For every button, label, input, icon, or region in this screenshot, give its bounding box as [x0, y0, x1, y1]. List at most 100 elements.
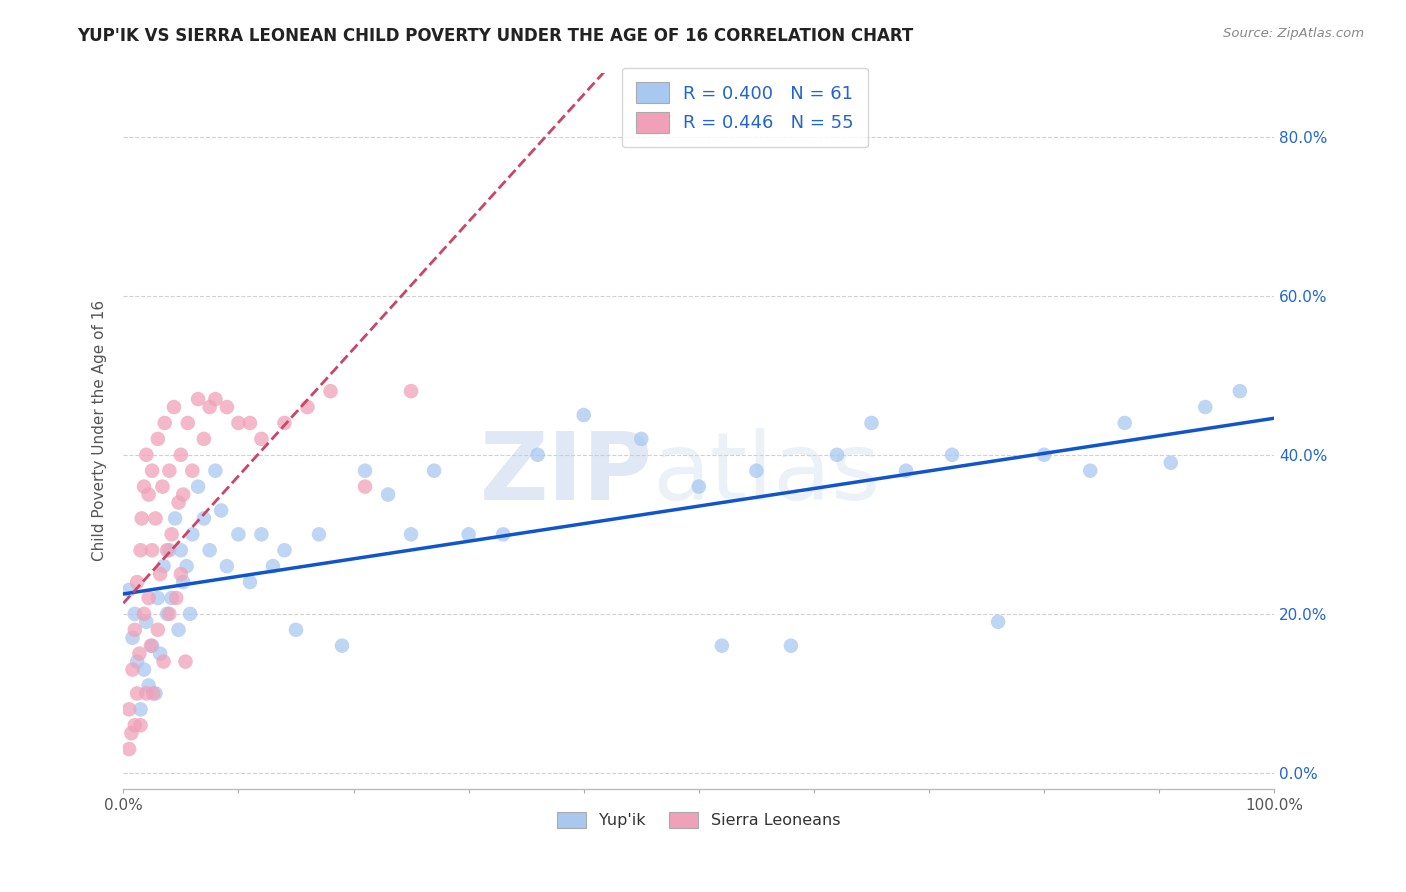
Point [156, 607, 179, 621]
Point [141, 639, 163, 653]
Point [319, 384, 342, 399]
Point [129, 718, 152, 732]
Point [165, 511, 187, 525]
Point [273, 543, 295, 558]
Point [630, 432, 652, 446]
Point [1160, 456, 1182, 470]
Point [121, 663, 143, 677]
Point [193, 511, 215, 525]
Y-axis label: Child Poverty Under the Age of 16: Child Poverty Under the Age of 16 [93, 301, 107, 561]
Point [167, 623, 190, 637]
Point [149, 647, 172, 661]
Point [172, 487, 194, 501]
Point [526, 448, 548, 462]
Point [198, 543, 221, 558]
Point [354, 480, 377, 494]
Point [176, 559, 198, 574]
Point [297, 400, 319, 414]
Point [138, 591, 160, 605]
Text: YUP'IK VS SIERRA LEONEAN CHILD POVERTY UNDER THE AGE OF 16 CORRELATION CHART: YUP'IK VS SIERRA LEONEAN CHILD POVERTY U… [77, 27, 914, 45]
Point [572, 408, 595, 422]
Point [399, 384, 422, 399]
Point [152, 480, 174, 494]
Point [228, 416, 250, 430]
Point [239, 416, 262, 430]
Point [121, 631, 143, 645]
Point [710, 639, 733, 653]
Point [1194, 400, 1216, 414]
Point [198, 400, 221, 414]
Text: atlas: atlas [652, 428, 882, 520]
Point [132, 480, 155, 494]
Point [239, 575, 262, 590]
Point [1114, 416, 1136, 430]
Point [177, 416, 200, 430]
Point [860, 416, 883, 430]
Point [399, 527, 422, 541]
Point [145, 686, 167, 700]
Point [204, 464, 226, 478]
Point [127, 686, 149, 700]
Point [146, 591, 169, 605]
Point [780, 639, 803, 653]
Point [118, 582, 141, 597]
Point [132, 607, 155, 621]
Point [142, 686, 165, 700]
Legend: Yup'ik, Sierra Leoneans: Yup'ik, Sierra Leoneans [551, 805, 846, 835]
Point [308, 527, 330, 541]
Point [153, 416, 176, 430]
Point [129, 702, 152, 716]
Point [987, 615, 1010, 629]
Point [181, 464, 204, 478]
Point [174, 655, 197, 669]
Point [377, 487, 399, 501]
Point [135, 686, 157, 700]
Point [181, 527, 204, 541]
Point [118, 702, 141, 716]
Point [124, 607, 146, 621]
Point [157, 543, 180, 558]
Point [160, 591, 183, 605]
Point [131, 511, 153, 525]
Point [170, 543, 193, 558]
Point [423, 464, 446, 478]
Point [1033, 448, 1056, 462]
Point [354, 464, 377, 478]
Point [172, 575, 194, 590]
Point [141, 464, 163, 478]
Point [149, 567, 172, 582]
Point [156, 543, 179, 558]
Point [187, 480, 209, 494]
Point [284, 623, 307, 637]
Point [941, 448, 963, 462]
Point [120, 726, 142, 740]
Point [157, 464, 180, 478]
Point [118, 742, 141, 756]
Point [250, 527, 273, 541]
Point [163, 400, 186, 414]
Point [688, 480, 710, 494]
Point [262, 559, 284, 574]
Point [129, 543, 152, 558]
Text: ZIP: ZIP [479, 428, 652, 520]
Point [152, 655, 174, 669]
Point [193, 432, 215, 446]
Point [228, 527, 250, 541]
Point [179, 607, 201, 621]
Point [145, 511, 167, 525]
Point [215, 400, 238, 414]
Point [128, 647, 150, 661]
Point [187, 392, 209, 406]
Point [167, 495, 190, 509]
Point [139, 639, 162, 653]
Point [170, 448, 193, 462]
Text: Source: ZipAtlas.com: Source: ZipAtlas.com [1223, 27, 1364, 40]
Point [170, 567, 193, 582]
Point [273, 416, 295, 430]
Point [141, 543, 163, 558]
Point [135, 448, 157, 462]
Point [152, 559, 174, 574]
Point [124, 718, 146, 732]
Point [1229, 384, 1251, 399]
Point [138, 678, 160, 692]
